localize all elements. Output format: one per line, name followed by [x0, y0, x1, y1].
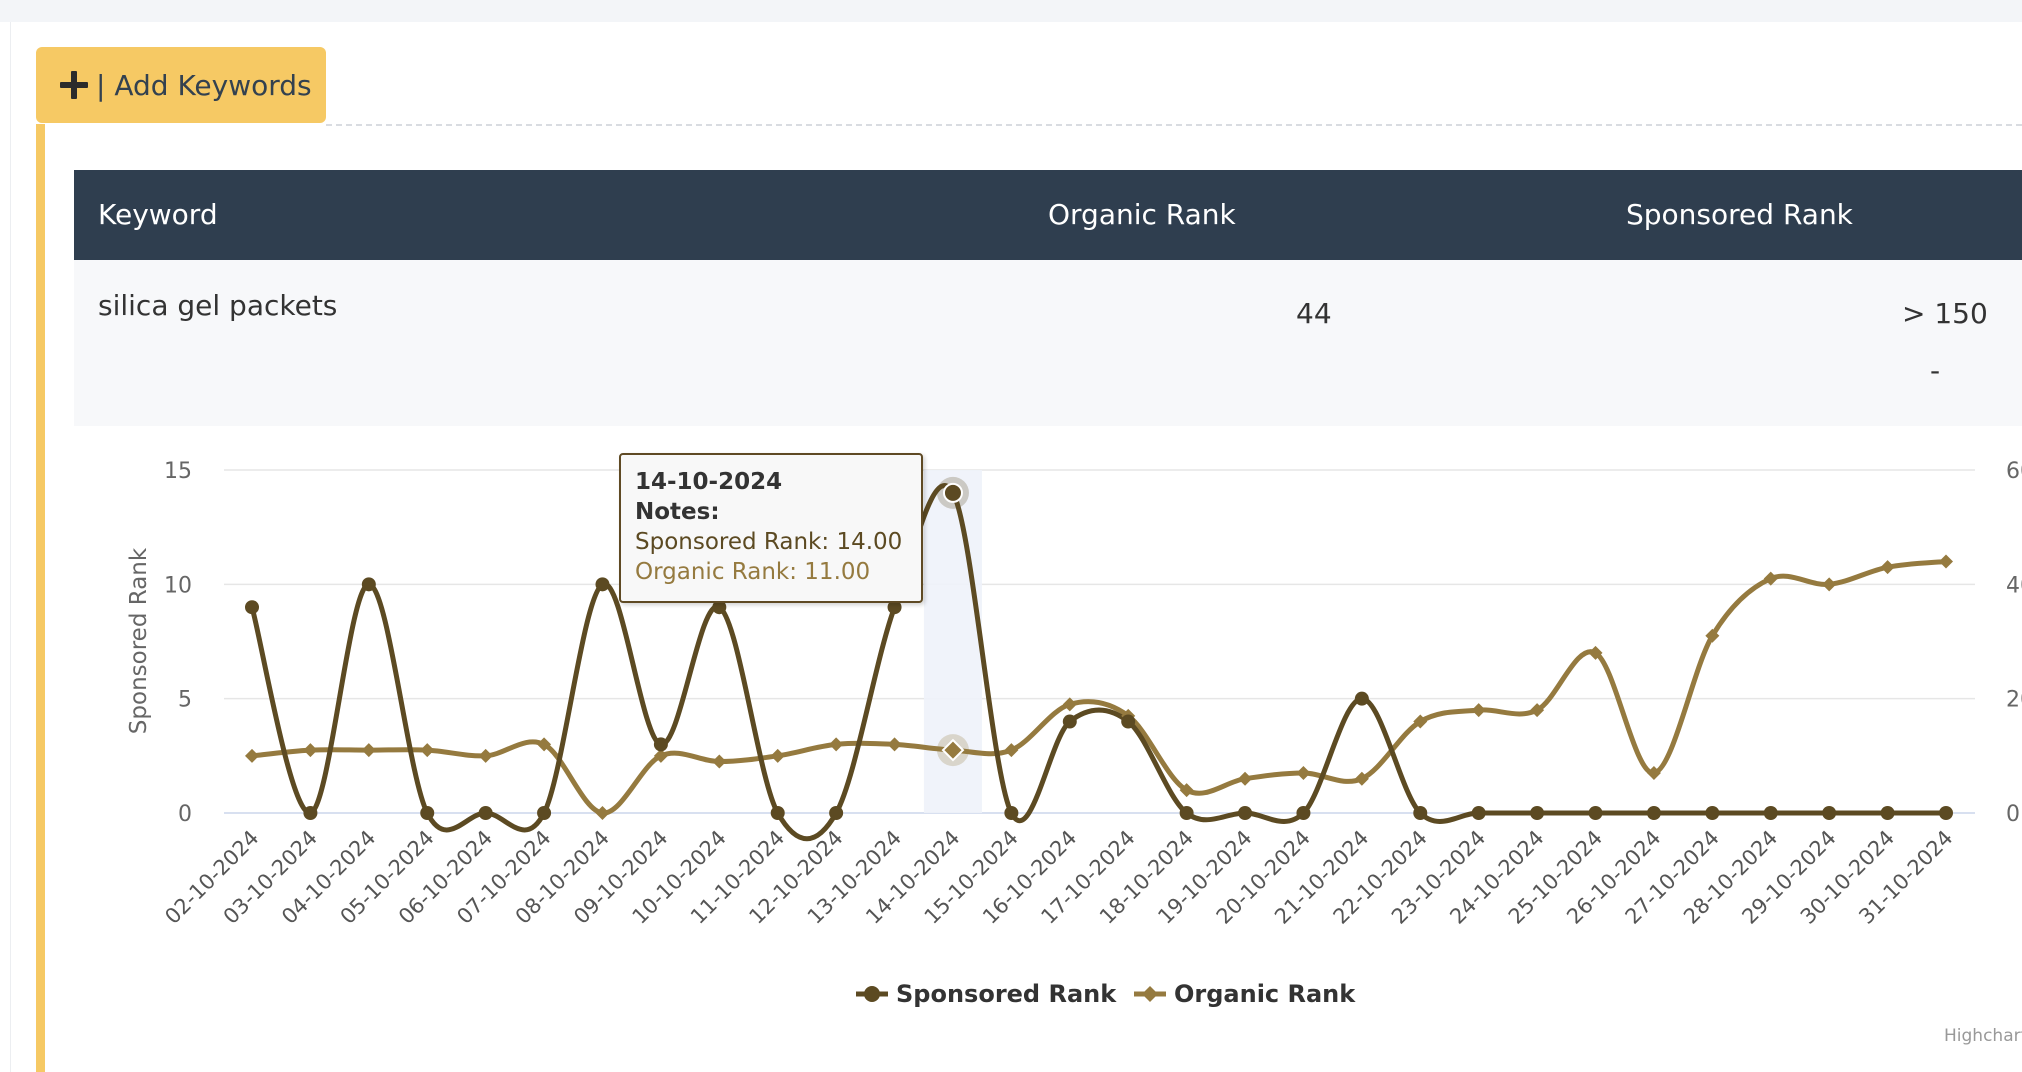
- sponsored-point: [1004, 806, 1019, 820]
- organic-point: [361, 743, 376, 758]
- y2-tick-label: 20: [2006, 688, 2022, 713]
- organic-point: [1530, 703, 1545, 718]
- y2-tick-label: 60: [2006, 459, 2022, 484]
- tooltip-date: 14-10-2024: [635, 469, 783, 495]
- organic-point: [245, 748, 259, 763]
- sponsored-point: [595, 577, 610, 592]
- organic-point: [1588, 645, 1603, 660]
- y-tick-label: 10: [164, 573, 192, 598]
- organic-point: [829, 737, 844, 752]
- y-tick-label: 15: [164, 459, 192, 484]
- organic-point: [1238, 771, 1253, 786]
- organic-point: [537, 737, 552, 752]
- organic-point: [1413, 714, 1428, 729]
- top-bar: [0, 0, 2022, 22]
- header-organic-rank[interactable]: Organic Rank: [1048, 198, 1236, 231]
- organic-point: [770, 748, 785, 763]
- sponsored-rank-cell: > 150: [1902, 297, 1988, 330]
- keyword-cell: silica gel packets: [98, 289, 338, 322]
- sponsored-point: [303, 806, 318, 820]
- organic-point: [1179, 783, 1194, 798]
- sponsored-point: [361, 577, 376, 592]
- sponsored-point: [245, 600, 259, 615]
- organic-point: [1822, 577, 1837, 592]
- organic-point: [941, 738, 965, 762]
- sponsored-rank-sub: -: [1930, 354, 1941, 387]
- organic-rank-cell: 44: [1296, 297, 1332, 330]
- legend-label: Organic Rank: [1174, 980, 1356, 1008]
- table-row[interactable]: silica gel packets 44 > 150 -: [74, 260, 2022, 426]
- sponsored-point: [1179, 806, 1194, 820]
- sponsored-point: [1354, 691, 1369, 706]
- organic-point: [1062, 697, 1077, 712]
- y-axis-title: Sponsored Rank: [126, 547, 152, 734]
- dashed-divider: [326, 124, 2022, 126]
- accent-bar: [36, 124, 45, 1072]
- tooltip-notes-label: Notes:: [635, 499, 720, 525]
- sponsored-point: [829, 806, 844, 820]
- organic-point: [653, 748, 668, 763]
- organic-point: [1354, 771, 1369, 786]
- tooltip-sponsored-line: Sponsored Rank: 14.00: [635, 529, 903, 555]
- sponsored-point: [1939, 806, 1953, 820]
- sponsored-point: [1238, 806, 1253, 820]
- sponsored-point: [420, 806, 435, 820]
- sponsored-point: [942, 482, 963, 503]
- organic-point: [1880, 560, 1895, 575]
- sponsored-point: [537, 806, 552, 820]
- sponsored-point: [1471, 806, 1486, 820]
- tooltip-organic-line: Organic Rank: 11.00: [635, 559, 871, 585]
- organic-point: [595, 806, 610, 820]
- sponsored-point: [887, 600, 902, 615]
- organic-point: [1763, 571, 1778, 586]
- add-keywords-label: | Add Keywords: [96, 68, 312, 102]
- legend-marker: [1142, 986, 1158, 1002]
- organic-point: [420, 743, 435, 758]
- organic-point: [1705, 628, 1720, 643]
- sponsored-rank-line: [249, 483, 1949, 842]
- sponsored-point: [653, 737, 668, 752]
- sponsored-point: [1413, 806, 1428, 820]
- organic-rank-line: [249, 558, 1949, 816]
- sponsored-point: [770, 806, 785, 820]
- plus-icon: [60, 71, 88, 99]
- sponsored-point: [1062, 714, 1077, 729]
- sponsored-point: [478, 806, 493, 820]
- y2-tick-label: 0: [2006, 802, 2020, 827]
- sponsored-point: [1822, 806, 1837, 820]
- sponsored-point: [1588, 806, 1603, 820]
- legend-marker: [864, 986, 880, 1002]
- credits-text: Highcharts.com: [1944, 1026, 2022, 1046]
- sponsored-point: [1530, 806, 1545, 820]
- sponsored-point: [712, 600, 727, 615]
- y-tick-label: 0: [178, 802, 192, 827]
- sponsored-point: [1763, 806, 1778, 820]
- sponsored-point: [1880, 806, 1895, 820]
- organic-point: [303, 743, 318, 758]
- organic-point: [1939, 554, 1953, 569]
- y-tick-label: 5: [178, 688, 192, 713]
- organic-point: [1004, 743, 1019, 758]
- organic-point: [1646, 765, 1661, 780]
- add-keywords-button[interactable]: | Add Keywords: [36, 47, 326, 123]
- header-sponsored-rank[interactable]: Sponsored Rank: [1626, 198, 1853, 231]
- sponsored-point: [1121, 714, 1136, 729]
- chart-tooltip: 14-10-2024 Notes: Sponsored Rank: 14.00 …: [619, 453, 923, 603]
- organic-point: [887, 737, 902, 752]
- organic-point: [1296, 765, 1311, 780]
- organic-point: [712, 754, 727, 769]
- organic-point: [1471, 703, 1486, 718]
- sponsored-point: [1296, 806, 1311, 820]
- sponsored-point: [1646, 806, 1661, 820]
- table-header: Keyword Organic Rank Sponsored Rank: [74, 170, 2022, 260]
- panel-border: [10, 22, 11, 1072]
- y2-tick-label: 40: [2006, 573, 2022, 598]
- sponsored-point: [1705, 806, 1720, 820]
- legend-label: Sponsored Rank: [896, 980, 1117, 1008]
- header-keyword[interactable]: Keyword: [98, 198, 218, 231]
- organic-point: [478, 748, 493, 763]
